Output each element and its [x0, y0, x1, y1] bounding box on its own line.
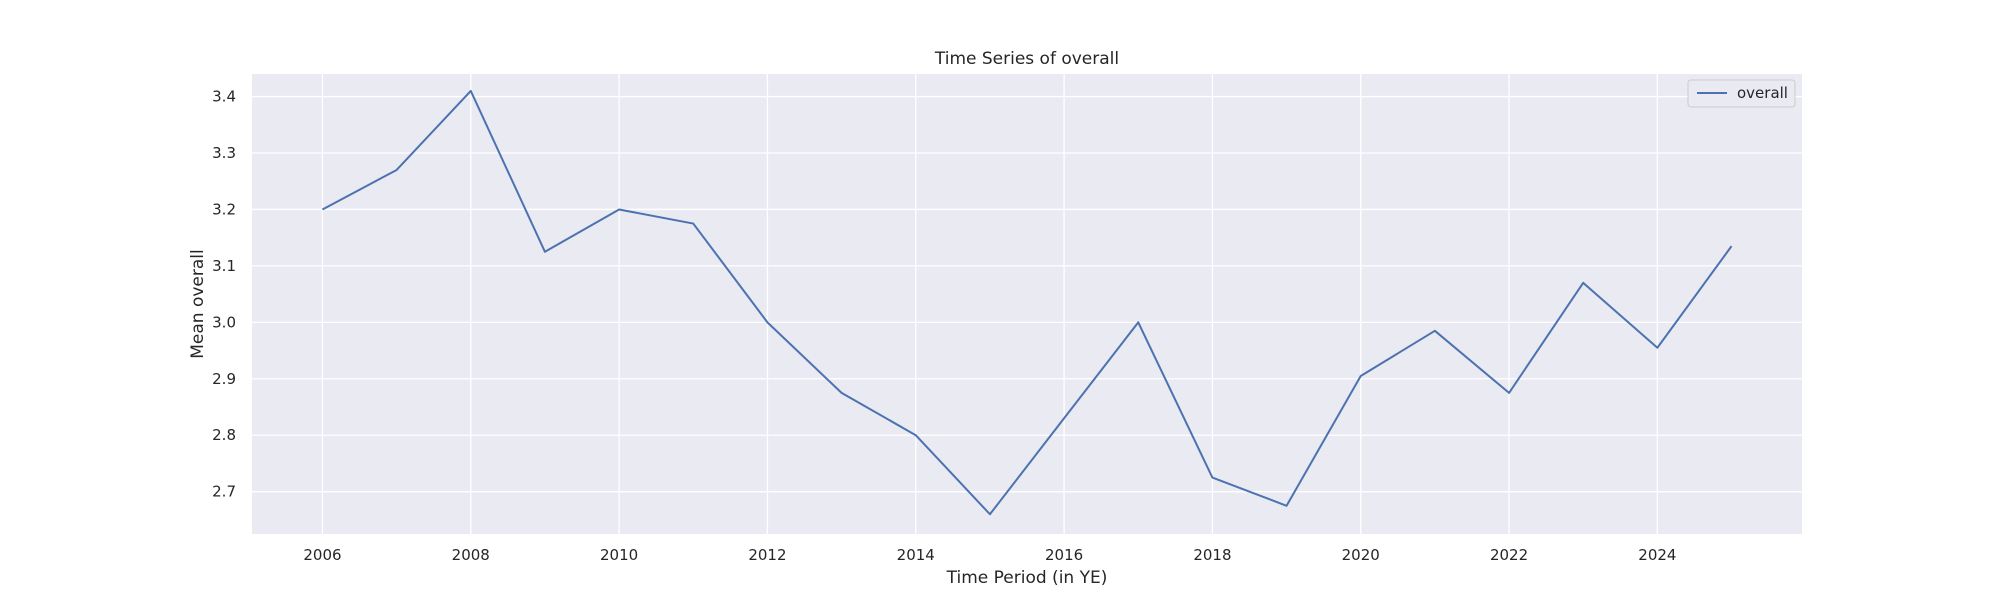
x-tick-label-2: 2010	[600, 546, 638, 564]
y-tick-label-5: 3.2	[212, 200, 236, 218]
x-tick-label-1: 2008	[452, 546, 490, 564]
x-tick-label-0: 2006	[303, 546, 341, 564]
data-point-overall-2006	[320, 207, 324, 211]
y-tick-label-2: 2.9	[212, 370, 236, 388]
data-point-overall-2023	[1581, 281, 1585, 285]
x-tick-label-8: 2022	[1490, 546, 1528, 564]
plot-area	[252, 74, 1802, 534]
data-point-overall-2013	[840, 391, 844, 395]
data-point-overall-2011	[691, 222, 695, 226]
data-point-overall-2008	[469, 89, 473, 93]
y-tick-label-0: 2.7	[212, 483, 236, 501]
legend: overall	[1687, 79, 1796, 108]
data-point-overall-2012	[765, 320, 769, 324]
data-point-overall-2025	[1730, 244, 1734, 248]
x-axis-ticks: 2006 2008 2010 2012 2014 2016 2018 2020 2022 2024	[303, 546, 1676, 564]
chart-title: Time Series of overall	[934, 49, 1119, 69]
series-line-overall	[321, 89, 1733, 516]
data-point-overall-2020	[1359, 374, 1363, 378]
data-point-overall-2014	[914, 433, 918, 437]
data-point-overall-2017	[1136, 320, 1140, 324]
data-point-overall-2021	[1433, 329, 1437, 333]
data-point-overall-2009	[543, 250, 547, 254]
x-tick-label-7: 2020	[1342, 546, 1380, 564]
x-axis-label: Time Period (in YE)	[946, 568, 1108, 588]
y-tick-label-6: 3.3	[212, 144, 236, 162]
data-point-overall-2018	[1210, 476, 1214, 480]
data-point-overall-2007	[395, 168, 399, 172]
x-tick-label-5: 2016	[1045, 546, 1083, 564]
y-tick-label-7: 3.4	[212, 88, 236, 106]
data-point-overall-2015	[988, 512, 992, 516]
y-tick-label-1: 2.8	[212, 426, 236, 444]
legend-box	[1687, 79, 1796, 108]
x-tick-label-3: 2012	[748, 546, 786, 564]
data-point-overall-2016	[1062, 416, 1066, 420]
x-tick-label-4: 2014	[897, 546, 935, 564]
grid	[252, 74, 1802, 534]
data-point-overall-2024	[1655, 346, 1659, 350]
data-point-overall-2019	[1285, 504, 1289, 508]
x-tick-label-9: 2024	[1638, 546, 1676, 564]
series-layer	[320, 89, 1734, 516]
y-axis-ticks: 2.7 2.8 2.9 3.0 3.1 3.2 3.3 3.4	[212, 88, 236, 501]
y-tick-label-3: 3.0	[212, 313, 236, 331]
data-point-overall-2010	[617, 207, 621, 211]
y-axis-label: Mean overall	[188, 249, 208, 359]
x-tick-label-6: 2018	[1193, 546, 1231, 564]
y-tick-label-4: 3.1	[212, 257, 236, 275]
data-point-overall-2022	[1507, 391, 1511, 395]
legend-label-overall: overall	[1737, 84, 1788, 102]
